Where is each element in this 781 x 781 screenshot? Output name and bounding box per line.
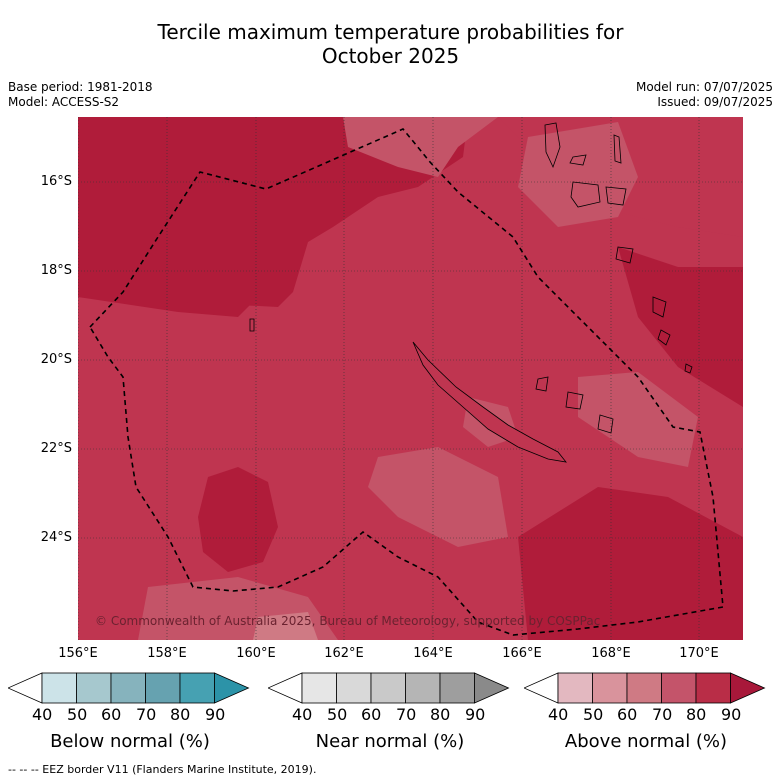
tick-label: 70 [396,705,417,724]
lat-label-20s: 20°S [40,352,72,367]
map-svg [78,117,743,640]
colorbar-extend-right [730,672,766,704]
tick-label: 90 [205,705,226,724]
colorbar-below-normal [8,672,250,704]
colorbar-swatch [626,672,662,704]
tick-label: 90 [465,705,486,724]
tick-label: 80 [170,705,191,724]
lon-label-162e: 162°E [324,646,364,661]
tick-label: 60 [361,705,382,724]
model-name: Model: ACCESS-S2 [8,95,120,109]
tick-label: 50 [67,705,88,724]
lon-label-168e: 168°E [591,646,631,661]
above-90-south-blob [198,467,278,572]
copyright-notice: © Commonwealth of Australia 2025, Bureau… [95,614,601,628]
lon-label-170e: 170°E [679,646,719,661]
lon-label-158e: 158°E [147,646,187,661]
eez-border [89,128,724,636]
lat-label-18s: 18°S [40,263,72,278]
colorbar-swatch [179,672,215,704]
colorbar-swatch [76,672,112,704]
colorbar-extend-left [268,672,303,704]
colorbar-swatch [661,672,697,704]
tick-label: 40 [32,705,53,724]
lon-label-156e: 156°E [58,646,98,661]
vanuatu-islands [544,122,693,374]
meta-left: Base period: 1981-2018 Model: ACCESS-S2 [8,80,153,110]
colorbar-near-normal [268,672,510,704]
colorbar-label-near: Near normal (%) [315,731,465,752]
lat-label-22s: 22°S [40,441,72,456]
colorbar-swatch [370,672,406,704]
eez-footnote: -- -- -- EEZ border V11 (Flanders Marine… [8,763,317,776]
colorbar-swatch [695,672,731,704]
title-line-1: Tercile maximum temperature probabilitie… [157,20,624,44]
loyalty-island-3 [597,414,614,434]
tick-label: 60 [617,705,638,724]
colorbar-above-normal [524,672,766,704]
colorbar-extend-right [214,672,250,704]
colorbar-swatch [110,672,146,704]
base-period: Base period: 1981-2018 [8,80,153,94]
above-90-southeast [518,487,743,640]
probability-map [78,117,743,640]
title-line-2: October 2025 [321,44,460,68]
island-west [249,318,255,332]
tick-label: 70 [652,705,673,724]
lon-label-166e: 166°E [502,646,542,661]
new-caledonia-outline [412,341,567,463]
issued-date: Issued: 09/07/2025 [657,95,773,109]
colorbar-extend-right [474,672,510,704]
above-70-east-patch [578,372,698,467]
colorbar-swatch [405,672,441,704]
lon-label-164e: 164°E [413,646,453,661]
tick-label: 60 [101,705,122,724]
colorbar-extend-left [8,672,43,704]
tick-label: 50 [583,705,604,724]
loyalty-island-1 [535,376,549,392]
colorbar-label-above: Above normal (%) [564,731,728,752]
above-70-south-patch [368,447,508,547]
colorbar-swatch [336,672,372,704]
tick-label: 90 [721,705,742,724]
colorbar-swatch [145,672,181,704]
above-70-north-patch [343,117,498,177]
graticule [78,117,743,640]
lon-label-160e: 160°E [236,646,276,661]
above-90-east [618,247,743,407]
colorbar-swatch [41,672,77,704]
tick-label: 50 [327,705,348,724]
tick-label: 40 [548,705,569,724]
colorbar-extend-left [524,672,559,704]
tick-label: 80 [430,705,451,724]
map-title: Tercile maximum temperature probabilitie… [0,20,781,68]
tick-label: 80 [686,705,707,724]
tick-label: 40 [292,705,313,724]
above-60-southwest-patch [253,612,318,640]
loyalty-island-2 [565,391,584,410]
tick-label: 70 [136,705,157,724]
above-90-north [78,117,468,307]
lat-label-16s: 16°S [40,174,72,189]
colorbar-swatch [557,672,593,704]
colorbar-swatch [301,672,337,704]
lat-label-24s: 24°S [40,530,72,545]
meta-right: Model run: 07/07/2025 Issued: 09/07/2025 [636,80,773,110]
model-run: Model run: 07/07/2025 [635,80,773,94]
colorbar-swatch [439,672,475,704]
colorbar-swatch [592,672,628,704]
colorbar-label-below: Below normal (%) [50,731,210,752]
